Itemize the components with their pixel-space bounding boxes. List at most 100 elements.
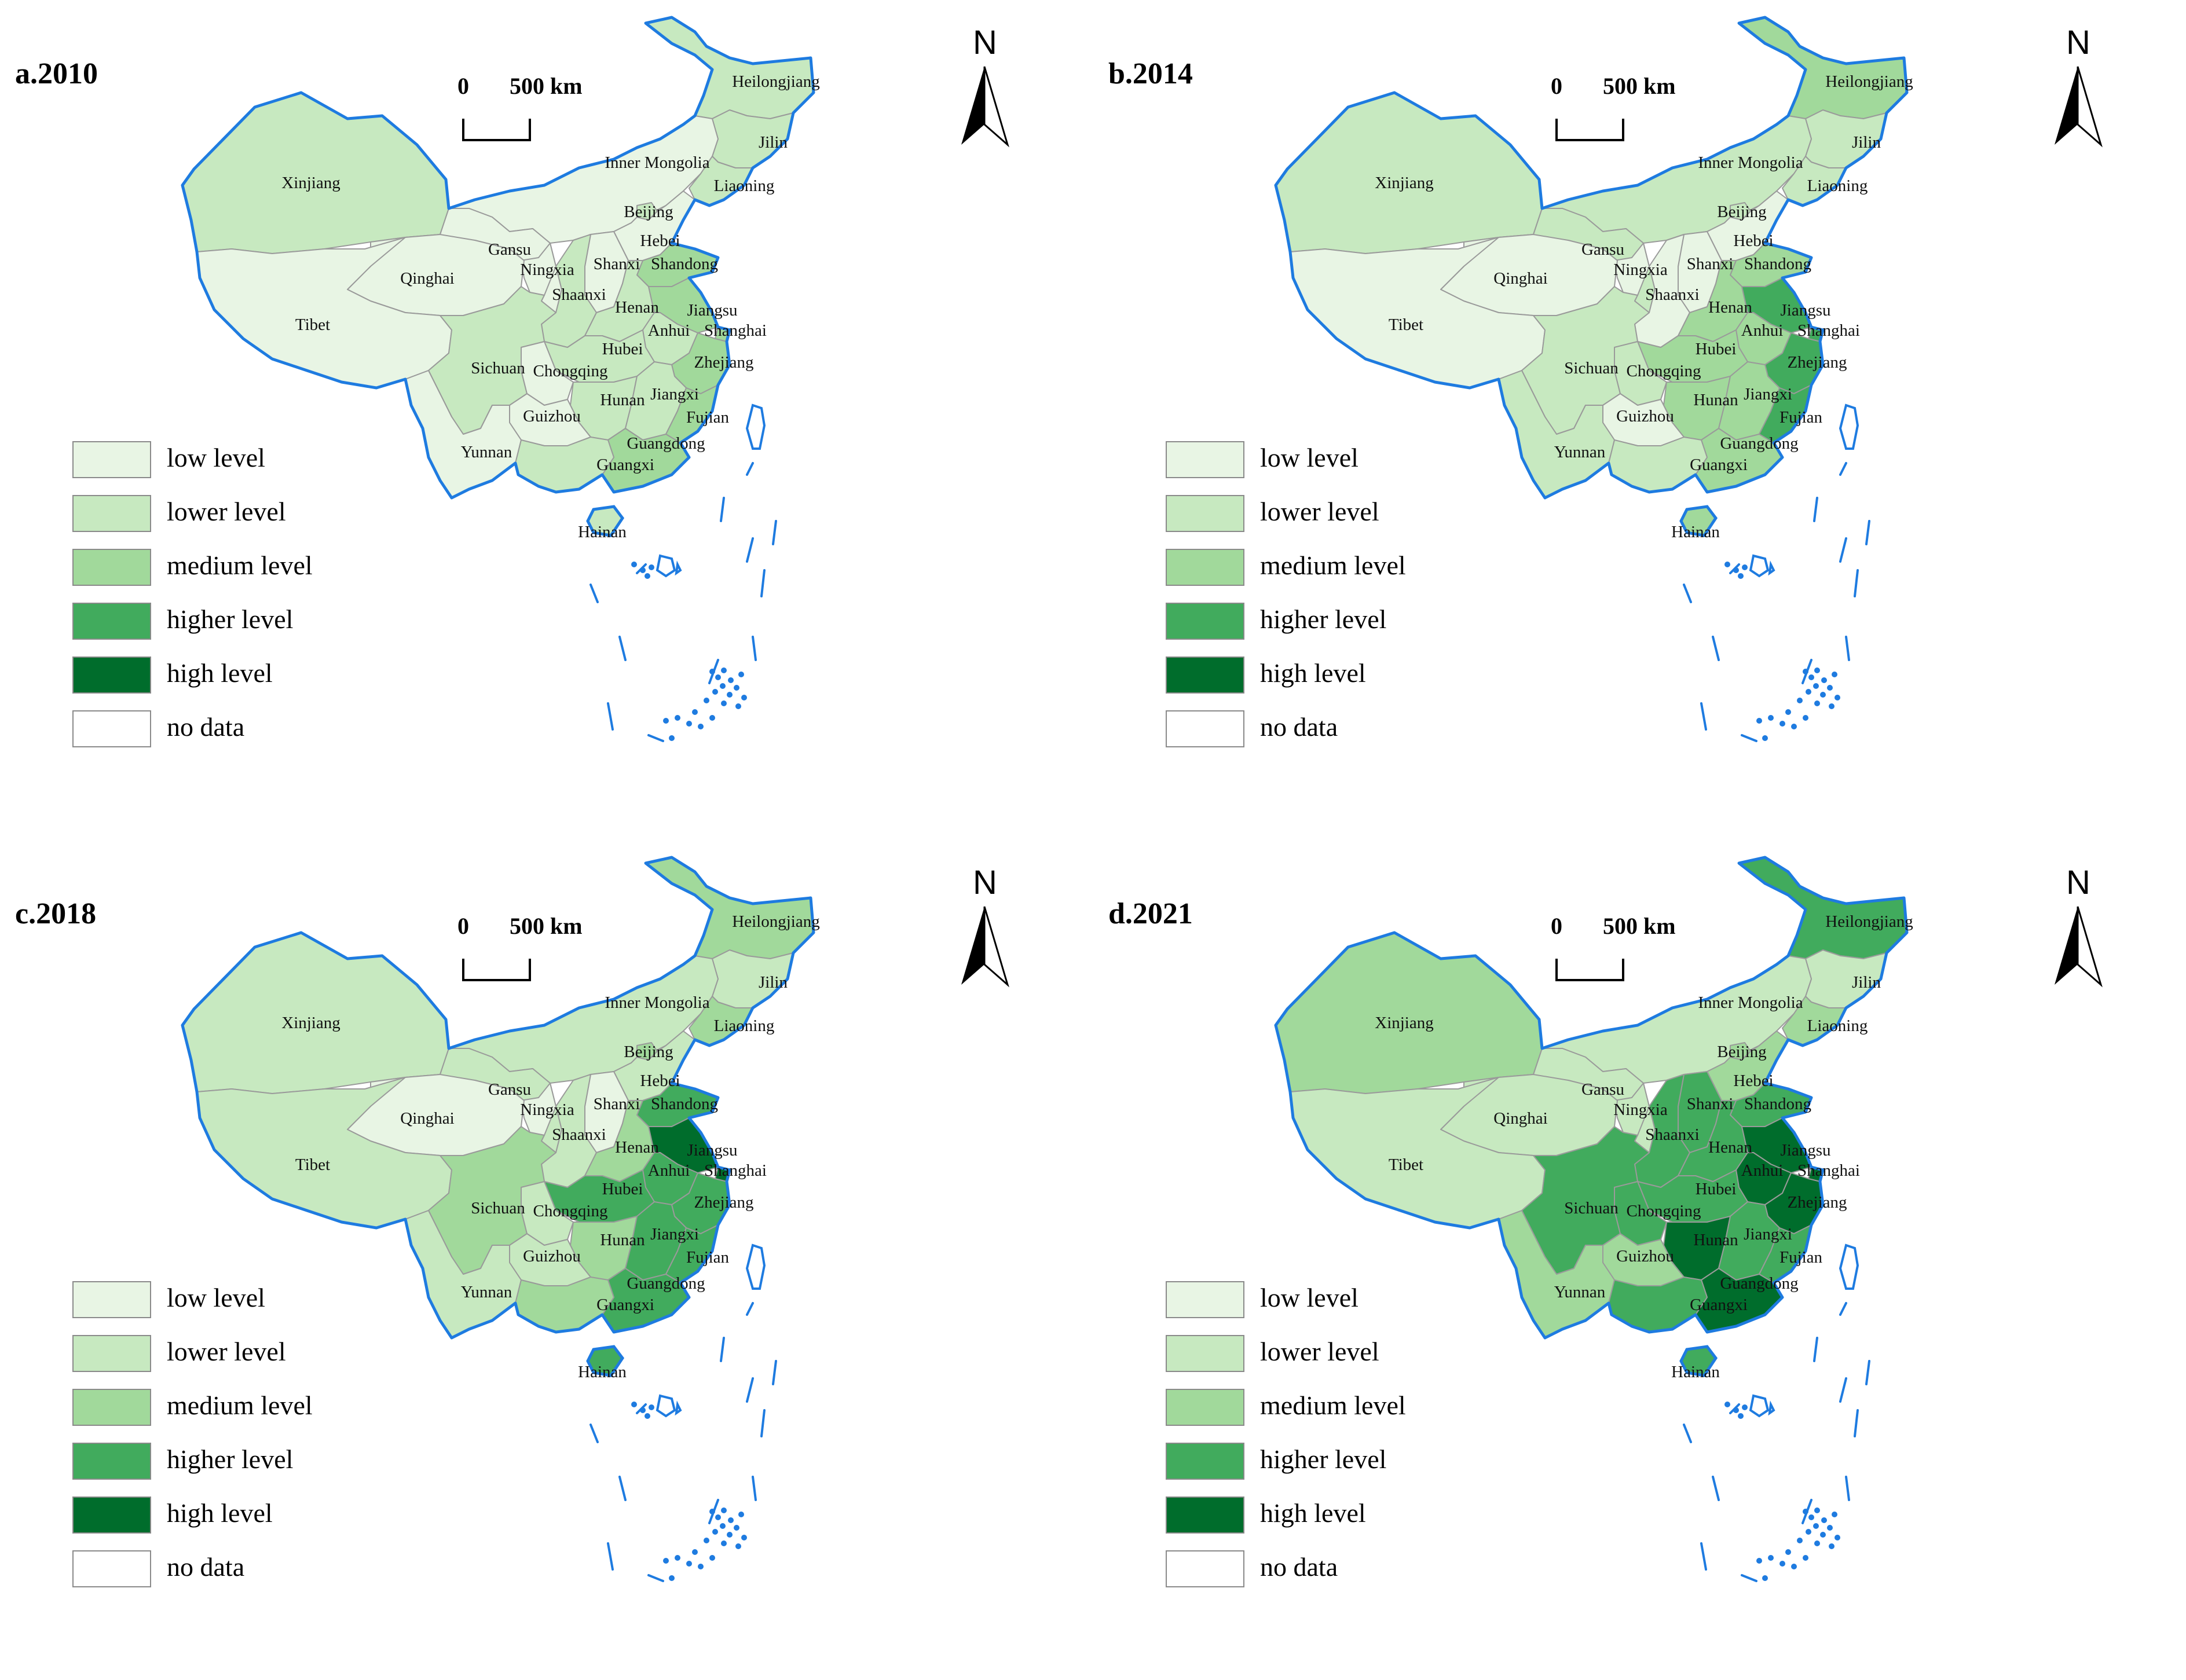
province-ningxia (521, 243, 556, 296)
legend-label: high level (1260, 1498, 1366, 1528)
province-label-inner-mongolia: Inner Mongolia (1698, 153, 1803, 172)
island-dot (727, 692, 733, 698)
province-label-liaoning: Liaoning (714, 1017, 775, 1035)
island-dot (675, 715, 680, 721)
island-dot (669, 1575, 675, 1581)
province-label-heilongjiang: Heilongjiang (732, 912, 819, 931)
province-label-beijing: Beijing (1717, 203, 1766, 221)
island-outline (1768, 1400, 1775, 1416)
maritime-boundary-dash (760, 1409, 766, 1437)
island-outline (745, 404, 766, 450)
maritime-boundary-dash (1845, 636, 1850, 661)
north-arrow-icon (961, 67, 984, 145)
scale-bar-distance-label: 500 km (510, 913, 583, 939)
legend-label: low level (167, 443, 265, 472)
legend-swatch (72, 1550, 151, 1587)
legend-swatch (72, 1443, 151, 1480)
island-dot (1813, 1523, 1819, 1529)
legend-label: high level (1260, 658, 1366, 688)
maritime-boundary-dash (1683, 1424, 1692, 1443)
province-label-shandong: Shandong (651, 255, 718, 273)
legend-swatch (72, 549, 151, 586)
province-xinjiang (1275, 92, 1543, 254)
province-label-guangdong: Guangdong (627, 434, 705, 453)
island-dot (698, 724, 704, 729)
island-dot (692, 1549, 698, 1555)
province-label-xinjiang: Xinjiang (281, 1014, 340, 1032)
island-dot (698, 1564, 704, 1569)
island-dot (1814, 667, 1820, 673)
island-dot (1738, 573, 1744, 579)
province-label-shandong: Shandong (1744, 255, 1811, 273)
island-dot (1791, 1564, 1797, 1569)
province-label-inner-mongolia: Inner Mongolia (605, 993, 709, 1012)
province-label-hubei: Hubei (602, 1180, 643, 1198)
island-dot (721, 1540, 727, 1546)
north-arrow-label: N (2066, 864, 2090, 901)
island-outline (1749, 1394, 1770, 1418)
province-label-yunnan: Yunnan (461, 1283, 512, 1301)
island-dot (709, 715, 715, 721)
province-label-shanxi: Shanxi (594, 255, 640, 273)
province-label-shaanxi: Shaanxi (552, 285, 606, 304)
legend-label: medium level (167, 551, 313, 580)
province-label-guizhou: Guizhou (1616, 1247, 1674, 1265)
legend-label: no data (167, 712, 245, 742)
province-label-qinghai: Qinghai (1493, 1109, 1547, 1128)
island-dot (640, 567, 646, 573)
island-dot (1756, 718, 1762, 724)
legend-swatch (72, 1335, 151, 1372)
scale-bar-distance-label: 500 km (510, 73, 583, 99)
island-dot (735, 1543, 741, 1549)
province-label-shanghai: Shanghai (704, 1161, 767, 1180)
province-label-zhejiang: Zhejiang (694, 353, 753, 372)
island-outline (656, 1394, 676, 1418)
legend-label: high level (167, 1498, 273, 1528)
island-dot (721, 1507, 727, 1513)
island-outline (1839, 1244, 1859, 1290)
maritime-boundary-dash (1700, 702, 1707, 731)
maritime-boundary-dash (1839, 537, 1847, 563)
island-dot (709, 1509, 715, 1514)
island-dot (709, 669, 715, 674)
legend-swatch (72, 495, 151, 532)
island-dot (686, 1561, 692, 1567)
legend-label: lower level (1260, 1337, 1379, 1366)
province-label-guangxi: Guangxi (1690, 1296, 1748, 1314)
north-arrow-label: N (2066, 24, 2090, 61)
legend-swatch (1166, 1281, 1244, 1318)
scale-bar-zero-label: 0 (1551, 913, 1562, 939)
province-xinjiang (1275, 932, 1543, 1094)
province-label-shandong: Shandong (1744, 1095, 1811, 1113)
island-dot (649, 1404, 654, 1410)
province-label-shanxi: Shanxi (1687, 1095, 1734, 1113)
scale-bar (462, 959, 531, 981)
island-dot (1806, 689, 1811, 695)
island-dot (734, 685, 739, 691)
province-label-guizhou: Guizhou (523, 1247, 581, 1265)
province-label-shanxi: Shanxi (1687, 255, 1734, 273)
island-outline (1768, 560, 1775, 576)
legend-label: medium level (1260, 1391, 1406, 1420)
province-label-zhejiang: Zhejiang (1787, 1193, 1847, 1212)
island-dot (1762, 1575, 1768, 1581)
legend-label: higher level (1260, 1444, 1387, 1474)
province-label-fujian: Fujian (686, 408, 730, 427)
legend-swatch (1166, 710, 1244, 747)
province-label-liaoning: Liaoning (1807, 1017, 1868, 1035)
province-label-ningxia: Ningxia (1613, 1101, 1668, 1119)
island-dot (675, 1555, 680, 1561)
legend-swatch (72, 1281, 151, 1318)
island-dot (704, 698, 709, 703)
province-label-chongqing: Chongqing (1627, 362, 1701, 380)
province-label-hunan: Hunan (600, 1231, 645, 1249)
island-outline (745, 1244, 766, 1290)
province-label-hunan: Hunan (1693, 391, 1738, 409)
province-label-hainan: Hainan (1671, 1363, 1720, 1381)
national-border (181, 16, 815, 500)
island-dot (631, 1402, 637, 1407)
province-label-gansu: Gansu (1581, 1080, 1624, 1099)
island-dot (734, 1525, 739, 1531)
province-label-gansu: Gansu (488, 240, 531, 259)
legend-label: medium level (167, 1391, 313, 1420)
